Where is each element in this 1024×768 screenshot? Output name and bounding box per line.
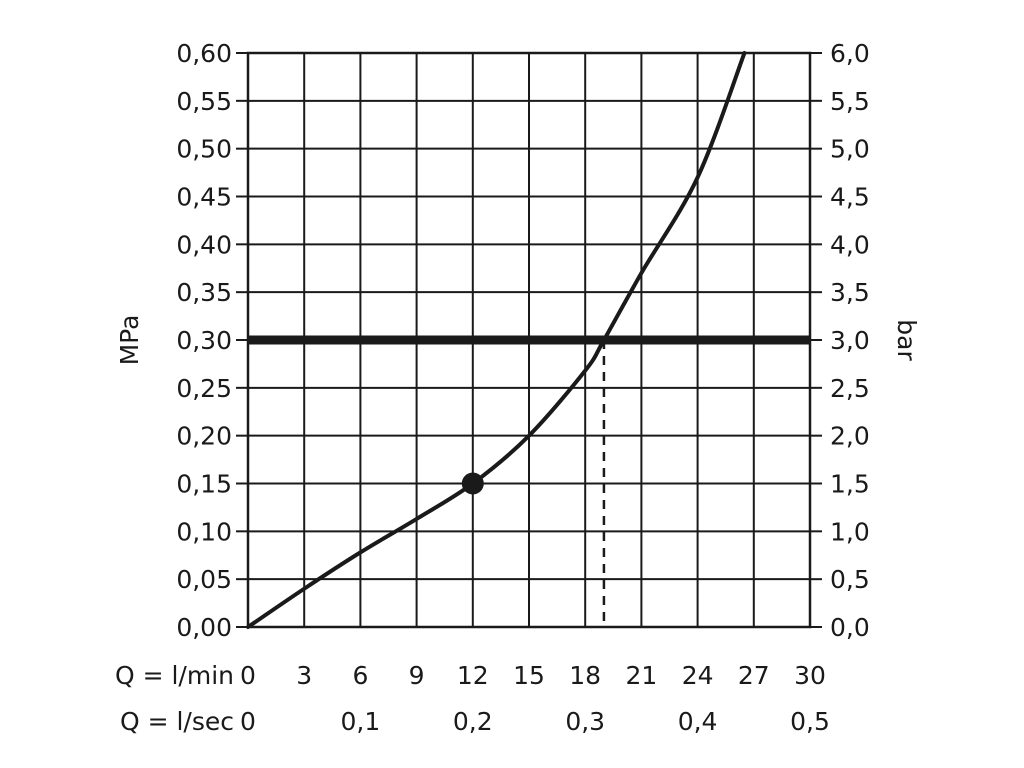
y-axis-left-title: MPa xyxy=(115,315,144,366)
y-right-tick-label: 2,0 xyxy=(830,422,870,451)
x-lmin-tick-label: 3 xyxy=(296,661,312,690)
y-right-tick-label: 1,5 xyxy=(830,470,870,499)
y-left-tick-label: 0,55 xyxy=(176,87,232,116)
x-lmin-tick-label: 6 xyxy=(352,661,368,690)
y-left-tick-label: 0,10 xyxy=(176,517,232,546)
y-left-tick-label: 0,50 xyxy=(176,135,232,164)
series-group xyxy=(246,51,810,629)
y-left-tick-label: 0,35 xyxy=(176,278,232,307)
y-left-tick-label: 0,60 xyxy=(176,39,232,68)
y-left-tick-label: 0,30 xyxy=(176,326,232,355)
y-left-tick-label: 0,40 xyxy=(176,230,232,259)
x-lmin-tick-label: 9 xyxy=(409,661,425,690)
y-right-tick-label: 3,0 xyxy=(830,326,870,355)
flow-pressure-curve xyxy=(246,51,747,629)
y-left-tick-label: 0,15 xyxy=(176,470,232,499)
y-right-tick-label: 1,0 xyxy=(830,517,870,546)
y-axis-right-title: bar xyxy=(892,319,921,361)
x-lsec-tick-label: 0 xyxy=(240,707,256,736)
y-right-tick-label: 5,0 xyxy=(830,135,870,164)
x-axis-lsec-title: Q = l/sec xyxy=(120,707,234,736)
x-lmin-tick-label: 21 xyxy=(625,661,657,690)
y-left-tick-label: 0,20 xyxy=(176,422,232,451)
x-lsec-tick-label: 0,3 xyxy=(565,707,605,736)
y-right-tick-label: 2,5 xyxy=(830,374,870,403)
labels-group: 0,000,050,100,150,200,250,300,350,400,45… xyxy=(176,39,869,736)
x-lsec-tick-label: 0,1 xyxy=(341,707,381,736)
y-left-tick-label: 0,00 xyxy=(176,613,232,642)
y-right-tick-label: 5,5 xyxy=(830,87,870,116)
y-right-tick-label: 6,0 xyxy=(830,39,870,68)
x-lmin-tick-label: 18 xyxy=(569,661,601,690)
x-lmin-tick-label: 30 xyxy=(794,661,826,690)
x-lmin-tick-label: 12 xyxy=(457,661,489,690)
x-lsec-tick-label: 0,4 xyxy=(678,707,718,736)
y-right-tick-label: 0,0 xyxy=(830,613,870,642)
x-lsec-tick-label: 0,5 xyxy=(790,707,830,736)
y-left-tick-label: 0,25 xyxy=(176,374,232,403)
y-right-tick-label: 0,5 xyxy=(830,565,870,594)
y-right-tick-label: 4,5 xyxy=(830,183,870,212)
x-lmin-tick-label: 27 xyxy=(738,661,770,690)
y-left-tick-label: 0,05 xyxy=(176,565,232,594)
x-axis-lmin-title: Q = l/min xyxy=(115,661,234,690)
x-lsec-tick-label: 0,2 xyxy=(453,707,493,736)
y-right-tick-label: 4,0 xyxy=(830,230,870,259)
marker-point xyxy=(461,472,484,495)
x-lmin-tick-label: 15 xyxy=(513,661,545,690)
x-lmin-tick-label: 0 xyxy=(240,661,256,690)
y-left-tick-label: 0,45 xyxy=(176,183,232,212)
x-lmin-tick-label: 24 xyxy=(682,661,714,690)
y-right-tick-label: 3,5 xyxy=(830,278,870,307)
